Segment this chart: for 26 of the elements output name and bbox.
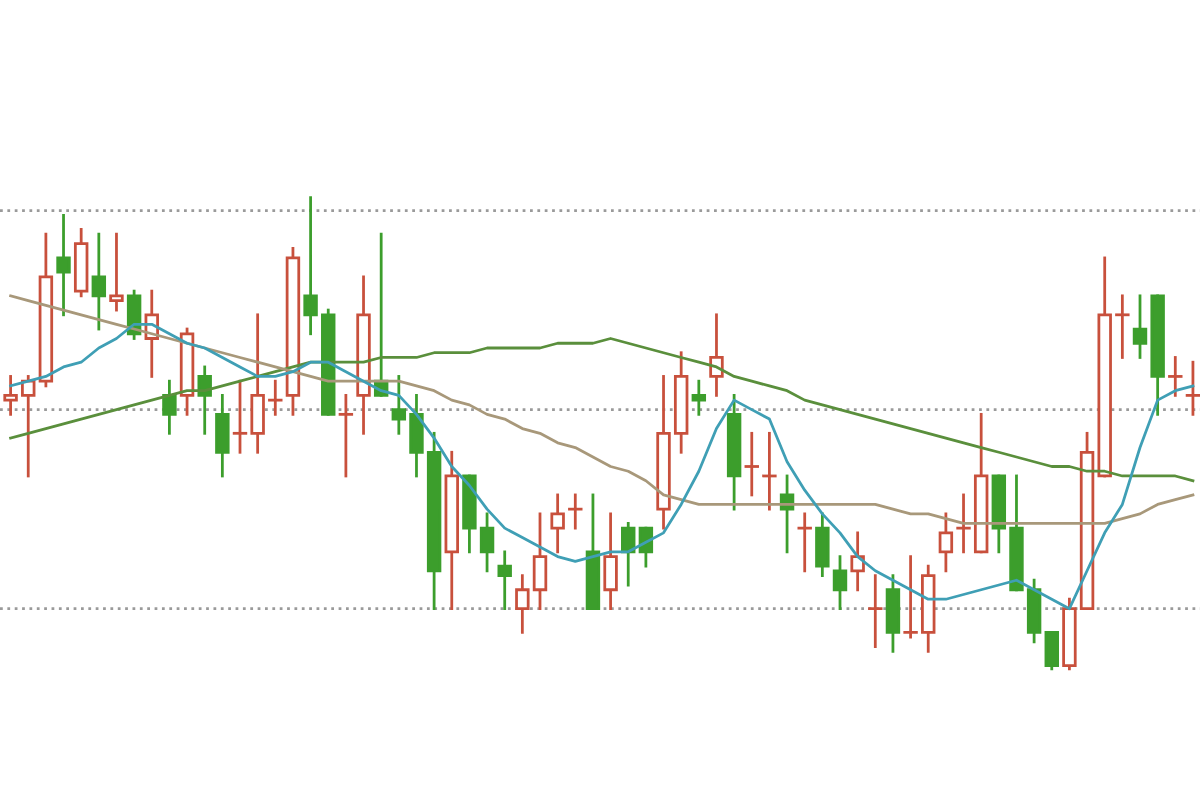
candlestick [762,431,777,511]
candlestick [1168,356,1183,397]
candlestick [162,379,177,435]
candlestick [73,228,89,298]
candlestick [568,493,583,530]
candlestick [938,512,954,573]
candlestick [109,232,124,312]
candlestick [338,394,354,478]
candlestick [850,531,865,592]
candlestick [550,493,565,554]
candlestick [215,394,230,478]
candlestick [868,574,883,649]
candlestick [832,555,848,611]
candlestick [91,232,107,331]
candlestick [603,512,618,611]
candlestick [1185,360,1200,416]
candlestick [56,213,71,317]
candlestick [497,550,512,611]
candlestick [885,574,901,653]
candlestick [1044,631,1059,671]
candlestick [797,512,812,573]
candlestick [709,313,724,397]
candlestick [815,512,830,577]
candlestick [197,365,212,435]
candlestick [691,379,707,416]
candlestick [744,431,759,497]
